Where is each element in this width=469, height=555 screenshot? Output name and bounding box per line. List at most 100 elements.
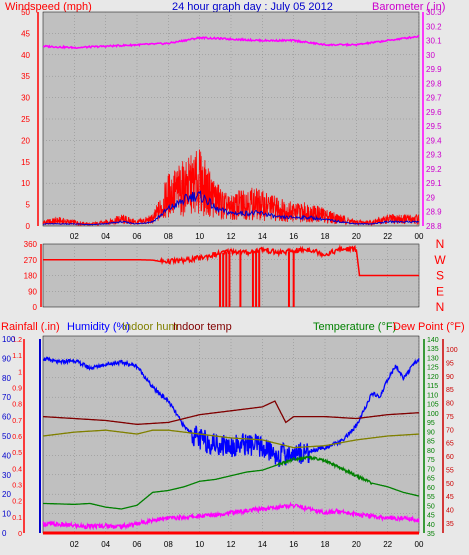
legend-humidity: Humidity (%) [67, 321, 130, 333]
temp-plot-area [42, 335, 420, 534]
x-tick-label: 00 [415, 232, 424, 241]
rainfall-tick-label: 1 [18, 369, 22, 376]
x-tick-label: 00 [415, 540, 424, 549]
wind-tick-label: 10 [21, 179, 30, 188]
series-indoor-hum [42, 429, 419, 449]
dew-point-tick-label: 40 [446, 508, 454, 515]
humidity-tick-label: 80 [2, 374, 11, 383]
temperature-tick-label: 70 [427, 466, 435, 473]
x-tick-label: 06 [133, 540, 142, 549]
rainfall-tick-label: 0.9 [12, 386, 22, 393]
legend-dew-point: Dew Point (°F) [393, 321, 465, 333]
temperature-tick-label: 100 [427, 411, 439, 418]
x-tick-label: 16 [289, 232, 298, 241]
wind-tick-label: 50 [21, 8, 30, 17]
series-dew-point [42, 501, 420, 531]
temperature-tick-label: 55 [427, 494, 435, 501]
dew-point-tick-label: 80 [446, 401, 454, 408]
barometer-tick-label: 29 [426, 193, 435, 202]
x-tick-label: 14 [258, 540, 267, 549]
barometer-tick-label: 29.4 [426, 136, 442, 145]
x-tick-label: 04 [101, 540, 110, 549]
rainfall-tick-label: 0.1 [12, 515, 22, 522]
dew-point-tick-label: 75 [446, 414, 454, 421]
compass-label: S [436, 269, 444, 283]
x-tick-label: 10 [195, 232, 204, 241]
dew-point-tick-label: 60 [446, 454, 454, 461]
direction-tick-label: 180 [24, 272, 38, 281]
humidity-tick-label: 20 [2, 490, 11, 499]
barometer-tick-label: 29.6 [426, 108, 442, 117]
humidity-tick-label: 10 [2, 510, 11, 519]
rainfall-tick-label: 0.7 [12, 418, 22, 425]
wind-tick-label: 45 [21, 29, 30, 38]
series-indoor-temp [43, 400, 420, 426]
x-tick-label: 18 [321, 232, 330, 241]
temperature-tick-label: 125 [427, 365, 439, 372]
wind-tick-label: 30 [21, 94, 30, 103]
rainfall-tick-label: 0.8 [12, 402, 22, 409]
x-tick-label: 20 [352, 540, 361, 549]
rainfall-tick-label: 0.2 [12, 499, 22, 506]
x-tick-label: 08 [164, 232, 173, 241]
dew-point-tick-label: 35 [446, 521, 454, 528]
temperature-tick-label: 40 [427, 522, 435, 529]
humidity-tick-label: 30 [2, 471, 11, 480]
humidity-tick-label: 70 [2, 393, 11, 402]
temperature-tick-label: 105 [427, 402, 439, 409]
dew-point-tick-label: 45 [446, 494, 454, 501]
x-tick-label: 22 [383, 540, 392, 549]
dew-point-tick-label: 70 [446, 427, 454, 434]
rainfall-tick-label: 0.4 [12, 466, 22, 473]
temperature-tick-label: 90 [427, 429, 435, 436]
temperature-tick-label: 115 [427, 383, 438, 390]
humidity-tick-label: 60 [2, 413, 11, 422]
temperature-tick-label: 80 [427, 448, 435, 455]
x-tick-label: 02 [70, 540, 79, 549]
barometer-tick-label: 29.7 [426, 94, 442, 103]
temperature-tick-label: 135 [427, 346, 439, 353]
wind-tick-label: 25 [21, 115, 30, 124]
wind-tick-label: 40 [21, 51, 30, 60]
wind-tick-label: 20 [21, 136, 30, 145]
barometer-axis-label: Barometer (.in) [372, 1, 445, 13]
temperature-tick-label: 60 [427, 485, 435, 492]
humidity-tick-label: 0 [2, 529, 7, 538]
wind-tick-label: 5 [26, 201, 31, 210]
x-tick-label: 18 [321, 540, 330, 549]
dew-point-tick-label: 100 [446, 347, 458, 354]
x-tick-label: 20 [352, 232, 361, 241]
x-tick-label: 22 [383, 232, 392, 241]
rainfall-tick-label: 0.3 [12, 483, 22, 490]
humidity-tick-label: 50 [2, 432, 11, 441]
dew-point-tick-label: 50 [446, 481, 454, 488]
barometer-series [42, 34, 420, 50]
legend-rainfall: Rainfall (.in) [1, 321, 60, 333]
direction-tick-label: 0 [33, 303, 38, 312]
dew-point-tick-label: 55 [446, 467, 454, 474]
legend-indoor-hum: Indoor hum [122, 321, 178, 333]
temperature-tick-label: 95 [427, 420, 435, 427]
wind-speed-series [42, 149, 420, 227]
temperature-tick-label: 65 [427, 476, 435, 483]
barometer-tick-label: 28.9 [426, 208, 442, 217]
compass-label: N [436, 300, 445, 314]
direction-tick-label: 90 [28, 287, 37, 296]
dew-point-tick-label: 95 [446, 360, 454, 367]
temperature-tick-label: 110 [427, 392, 438, 399]
graph-title: 24 hour graph day : July 05 2012 [172, 1, 333, 13]
legend-temperature: Temperature (°F) [313, 321, 396, 333]
x-tick-label: 14 [258, 232, 267, 241]
temperature-tick-label: 75 [427, 457, 435, 464]
compass-label: N [436, 237, 445, 251]
barometer-tick-label: 29.2 [426, 165, 442, 174]
windspeed-axis-label: Windspeed (mph) [5, 1, 92, 13]
barometer-tick-label: 30.2 [426, 22, 442, 31]
humidity-tick-label: 90 [2, 354, 11, 363]
x-tick-label: 04 [101, 232, 110, 241]
barometer-tick-label: 29.5 [426, 122, 442, 131]
barometer-tick-label: 28.8 [426, 222, 442, 231]
wind-tick-label: 15 [21, 158, 30, 167]
humidity-tick-label: 100 [2, 335, 16, 344]
